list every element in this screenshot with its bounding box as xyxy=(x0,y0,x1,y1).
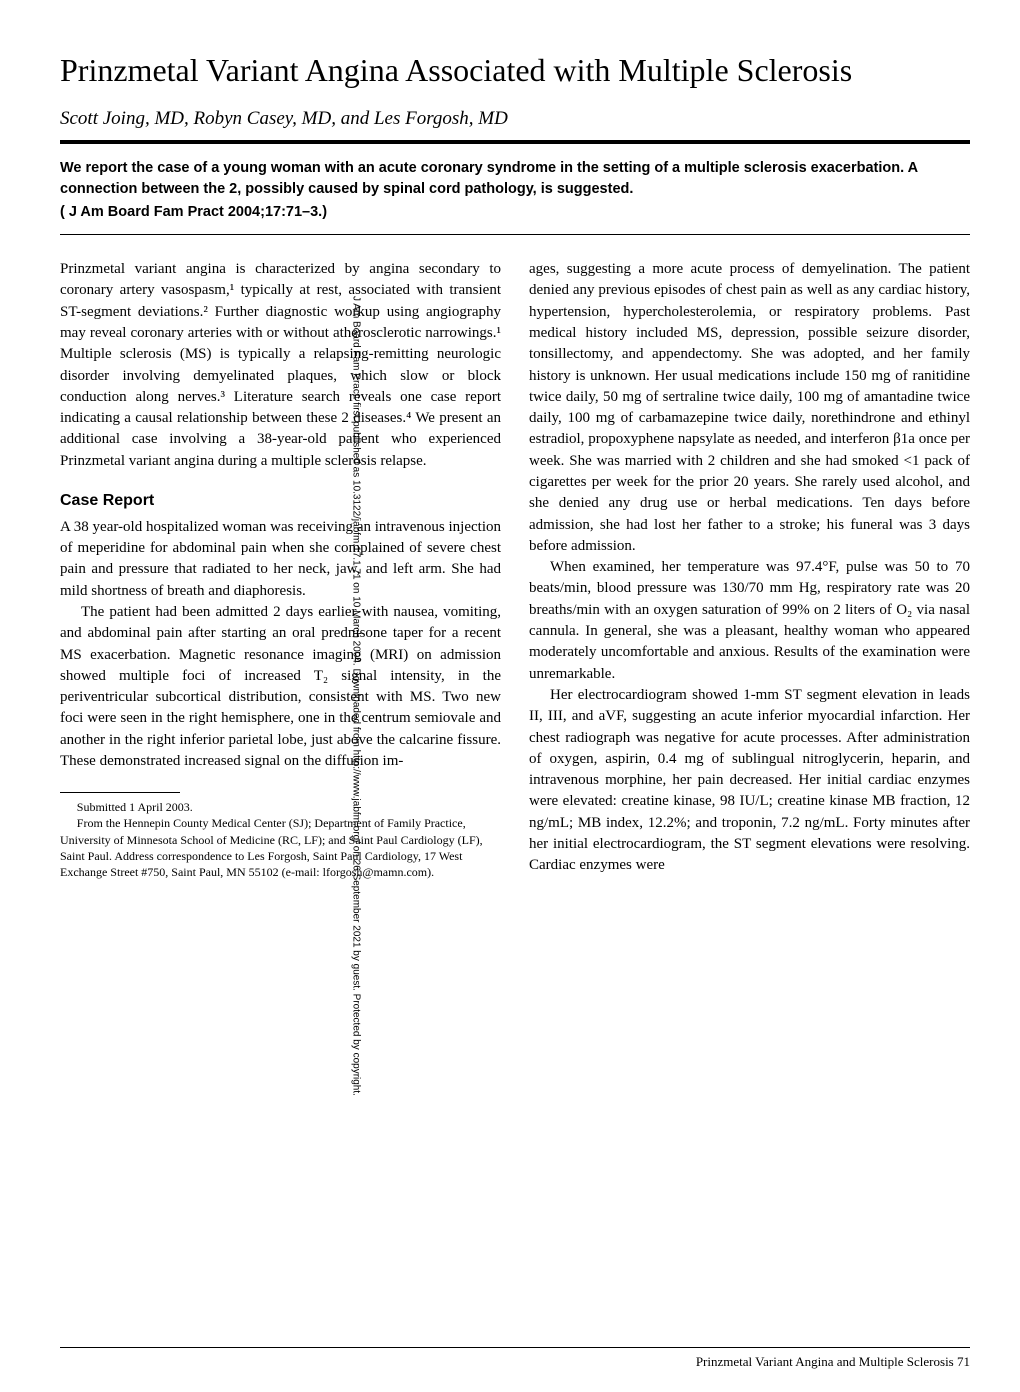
section-heading-case-report: Case Report xyxy=(60,490,501,513)
footnote-affiliation: From the Hennepin County Medical Center … xyxy=(60,815,501,880)
left-column: Prinzmetal variant angina is characteriz… xyxy=(60,259,501,880)
citation-line: ( J Am Board Fam Pract 2004;17:71–3.) xyxy=(60,204,970,220)
footnote-submitted: Submitted 1 April 2003. xyxy=(60,799,501,815)
right-paragraph-3: Her electrocardiogram showed 1-mm ST seg… xyxy=(529,685,970,877)
rule-thin xyxy=(60,234,970,235)
page-footer: Prinzmetal Variant Angina and Multiple S… xyxy=(60,1347,970,1370)
page-footer-rule xyxy=(60,1347,970,1348)
right-paragraph-1: ages, suggesting a more acute process of… xyxy=(529,259,970,557)
abstract-text: We report the case of a young woman with… xyxy=(60,158,970,200)
sidebar-download-info: J Am Board Fam Pract: first published as… xyxy=(351,46,362,1346)
rule-thick-top xyxy=(60,140,970,144)
case-paragraph-2: The patient had been admitted 2 days ear… xyxy=(60,602,501,772)
author-line: Scott Joing, MD, Robyn Casey, MD, and Le… xyxy=(60,108,970,130)
right-column: ages, suggesting a more acute process of… xyxy=(529,259,970,880)
page-footer-text: Prinzmetal Variant Angina and Multiple S… xyxy=(60,1354,970,1370)
intro-paragraph: Prinzmetal variant angina is characteriz… xyxy=(60,259,501,472)
two-column-layout: Prinzmetal variant angina is characteriz… xyxy=(60,259,970,880)
case-paragraph-1: A 38 year-old hospitalized woman was rec… xyxy=(60,517,501,602)
footnote-block: Submitted 1 April 2003. From the Hennepi… xyxy=(60,799,501,880)
right-paragraph-2: When examined, her temperature was 97.4°… xyxy=(529,557,970,685)
footnote-rule xyxy=(60,792,180,793)
article-title: Prinzmetal Variant Angina Associated wit… xyxy=(60,50,970,90)
